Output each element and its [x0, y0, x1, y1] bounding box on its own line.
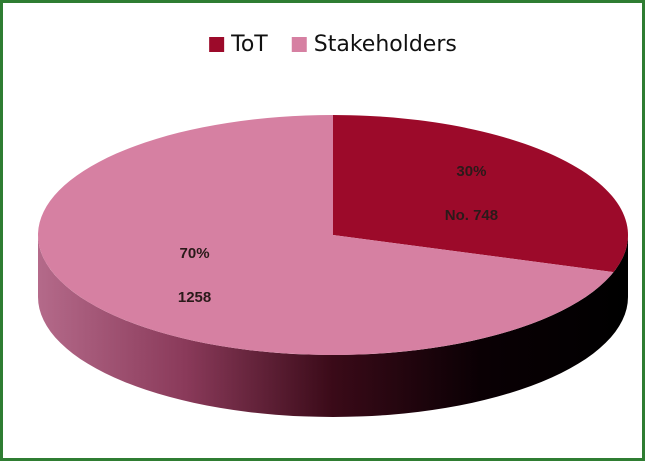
- pie-slice: [333, 115, 628, 273]
- legend-swatch: [291, 37, 307, 52]
- legend: ToT Stakeholders: [209, 32, 457, 57]
- legend-label: Stakeholders: [314, 32, 457, 57]
- value-label: 30%: [456, 163, 486, 180]
- legend-swatch: [209, 37, 225, 52]
- pie-slice: [37, 115, 614, 355]
- count-label: No. 748: [445, 207, 498, 224]
- legend-label: ToT: [230, 32, 268, 57]
- pie-side: [38, 235, 628, 417]
- value-label: 70%: [180, 245, 210, 262]
- count-label: 1258: [178, 289, 211, 306]
